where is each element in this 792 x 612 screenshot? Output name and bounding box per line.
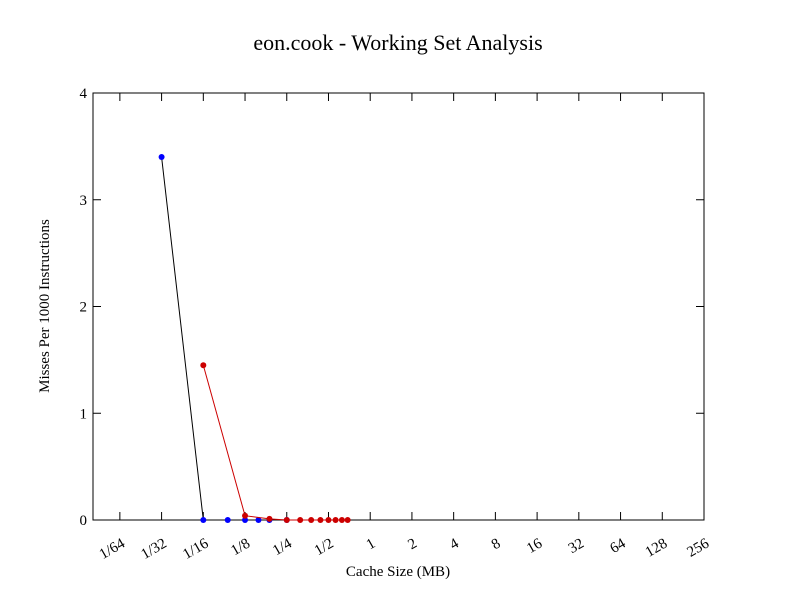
data-point (332, 517, 339, 523)
data-point (283, 517, 290, 523)
data-point (297, 517, 304, 523)
chart-title: eon.cook - Working Set Analysis (253, 30, 542, 55)
data-point (338, 517, 345, 523)
data-point (242, 512, 249, 519)
data-point (266, 515, 273, 522)
y-tick-label: 1 (80, 406, 88, 422)
x-axis-label: Cache Size (MB) (346, 564, 450, 580)
data-point (317, 517, 324, 523)
data-point (158, 154, 165, 161)
data-point (325, 517, 332, 523)
x-tick-label: 32 (566, 536, 587, 557)
y-tick-label: 3 (80, 193, 88, 209)
data-point (200, 362, 207, 369)
data-point (344, 517, 351, 523)
y-axis-label: Misses Per 1000 Instructions (37, 219, 53, 393)
data-point (308, 517, 315, 523)
data-point (242, 517, 249, 523)
y-tick-label: 2 (80, 300, 88, 316)
data-point (200, 517, 207, 523)
y-tick-label: 4 (80, 86, 88, 102)
data-point (255, 517, 262, 523)
y-tick-label: 0 (80, 513, 88, 529)
data-point (224, 517, 231, 523)
